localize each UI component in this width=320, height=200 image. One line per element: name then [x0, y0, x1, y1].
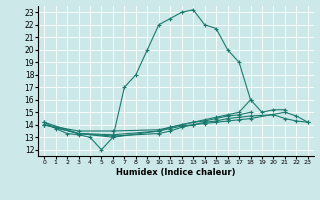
X-axis label: Humidex (Indice chaleur): Humidex (Indice chaleur) [116, 168, 236, 177]
